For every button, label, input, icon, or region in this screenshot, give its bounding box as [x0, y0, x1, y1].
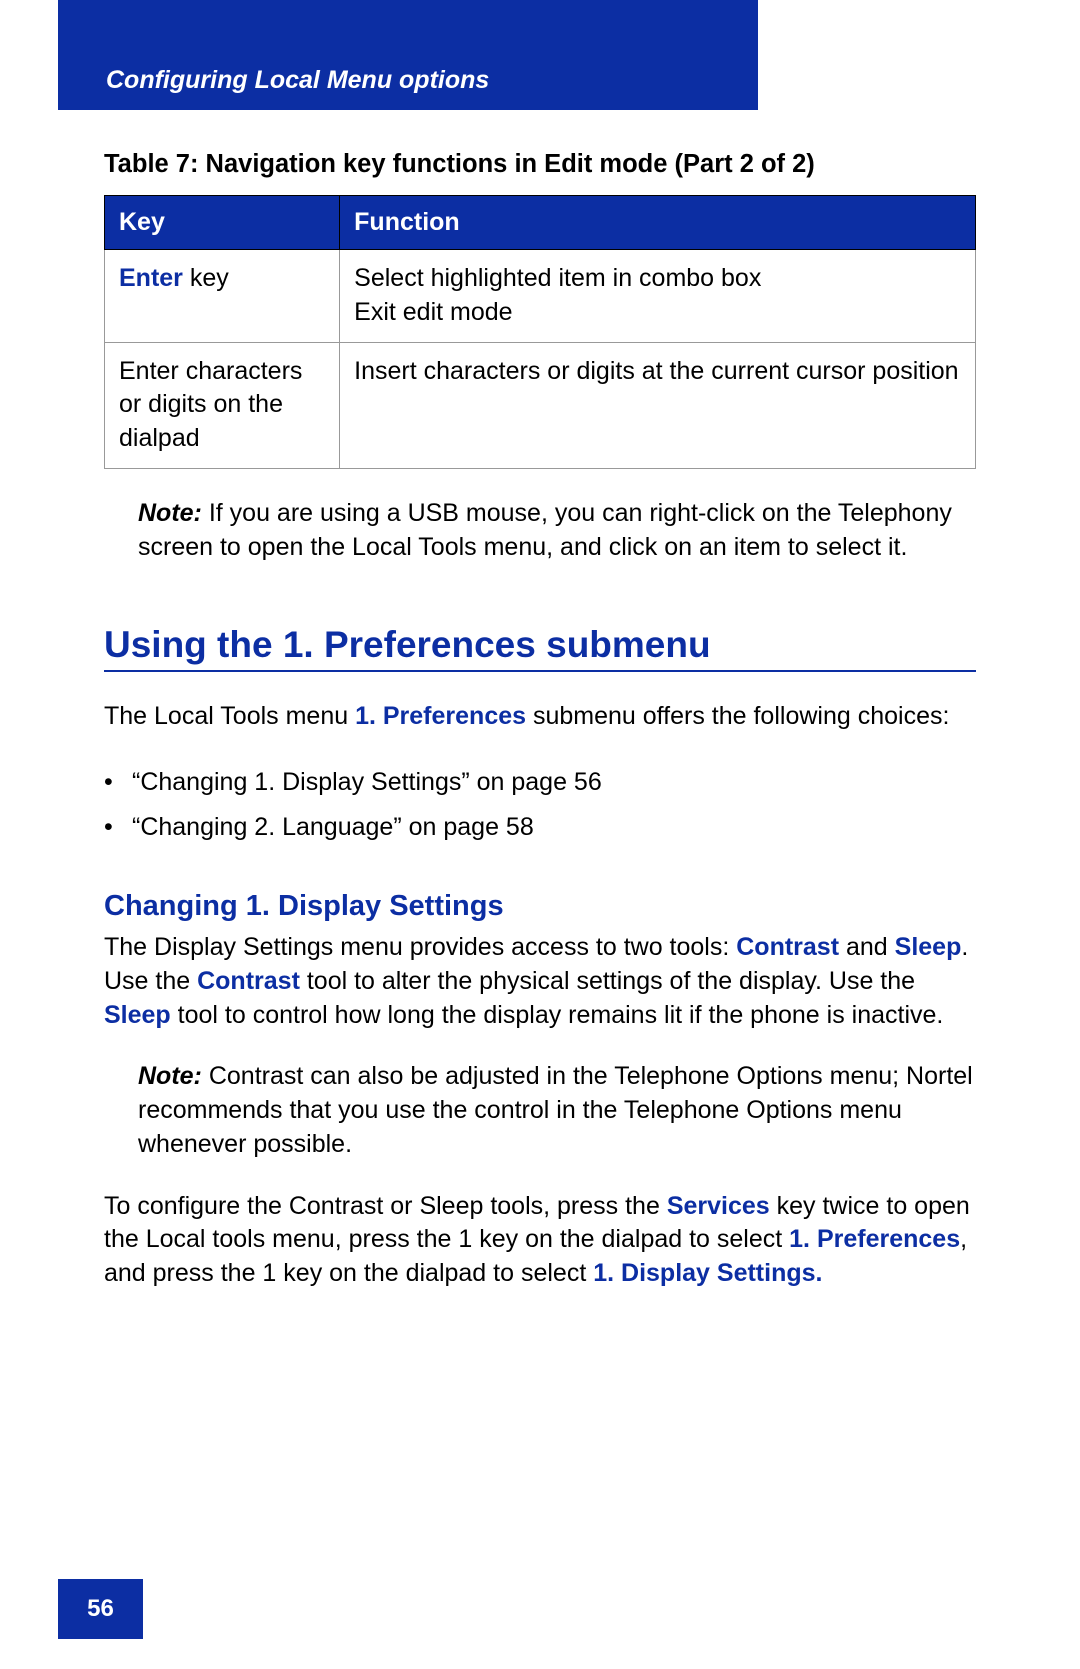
p1-t4: tool to alter the physical settings of t…	[300, 967, 915, 995]
table-header-key: Key	[105, 196, 340, 250]
section-heading: Using the 1. Preferences submenu	[104, 624, 976, 672]
intro-text-post: submenu offers the following choices:	[526, 702, 949, 730]
list-item: “Changing 2. Language” on page 58	[132, 805, 976, 850]
p1-b4: Sleep	[104, 1001, 171, 1029]
table-cell-key: Enter characters or digits on the dialpa…	[105, 342, 340, 468]
intro-bold: 1. Preferences	[355, 702, 526, 730]
p1-b1: Contrast	[736, 933, 839, 961]
p2-b1: Services	[667, 1192, 770, 1220]
note-text: Contrast can also be adjusted in the Tel…	[138, 1062, 973, 1158]
key-name-rest: Enter characters or digits on the dialpa…	[119, 357, 302, 453]
navigation-key-table: Key Function Enter key Select highlighte…	[104, 195, 976, 469]
key-name-rest: key	[183, 264, 229, 292]
p2-b2: 1. Preferences	[789, 1225, 960, 1253]
p1-b3: Contrast	[197, 967, 300, 995]
note-block: Note: If you are using a USB mouse, you …	[138, 497, 976, 565]
note-label: Note:	[138, 499, 202, 527]
header-band: Configuring Local Menu options	[58, 0, 758, 110]
note-label: Note:	[138, 1062, 202, 1090]
p1-t5: tool to control how long the display rem…	[171, 1001, 944, 1029]
table-caption: Table 7: Navigation key functions in Edi…	[104, 150, 976, 179]
content-area: Table 7: Navigation key functions in Edi…	[0, 0, 1080, 1291]
p1-b2: Sleep	[895, 933, 962, 961]
note-block: Note: Contrast can also be adjusted in t…	[138, 1060, 976, 1161]
footer-page-number-band: 56	[58, 1579, 143, 1639]
p1-t1: The Display Settings menu provides acces…	[104, 933, 736, 961]
p2-t1: To configure the Contrast or Sleep tools…	[104, 1192, 667, 1220]
subsection-heading: Changing 1. Display Settings	[104, 890, 976, 923]
page-number: 56	[87, 1595, 114, 1623]
p2-b3: 1. Display Settings.	[593, 1259, 822, 1287]
key-name-bold: Enter	[119, 264, 183, 292]
table-row: Enter characters or digits on the dialpa…	[105, 342, 976, 468]
section-intro: The Local Tools menu 1. Preferences subm…	[104, 700, 976, 734]
intro-text-pre: The Local Tools menu	[104, 702, 355, 730]
header-title: Configuring Local Menu options	[106, 66, 489, 95]
subsection-paragraph: The Display Settings menu provides acces…	[104, 931, 976, 1032]
p1-t2: and	[839, 933, 895, 961]
table-header-function: Function	[340, 196, 976, 250]
note-text: If you are using a USB mouse, you can ri…	[138, 499, 952, 561]
list-item: “Changing 1. Display Settings” on page 5…	[132, 760, 976, 805]
subsection-paragraph: To configure the Contrast or Sleep tools…	[104, 1190, 976, 1291]
table-row: Enter key Select highlighted item in com…	[105, 250, 976, 343]
table-cell-function: Insert characters or digits at the curre…	[340, 342, 976, 468]
table-cell-function: Select highlighted item in combo box Exi…	[340, 250, 976, 343]
table-cell-key: Enter key	[105, 250, 340, 343]
page: Configuring Local Menu options Table 7: …	[0, 0, 1080, 1669]
bullet-list: “Changing 1. Display Settings” on page 5…	[104, 760, 976, 850]
